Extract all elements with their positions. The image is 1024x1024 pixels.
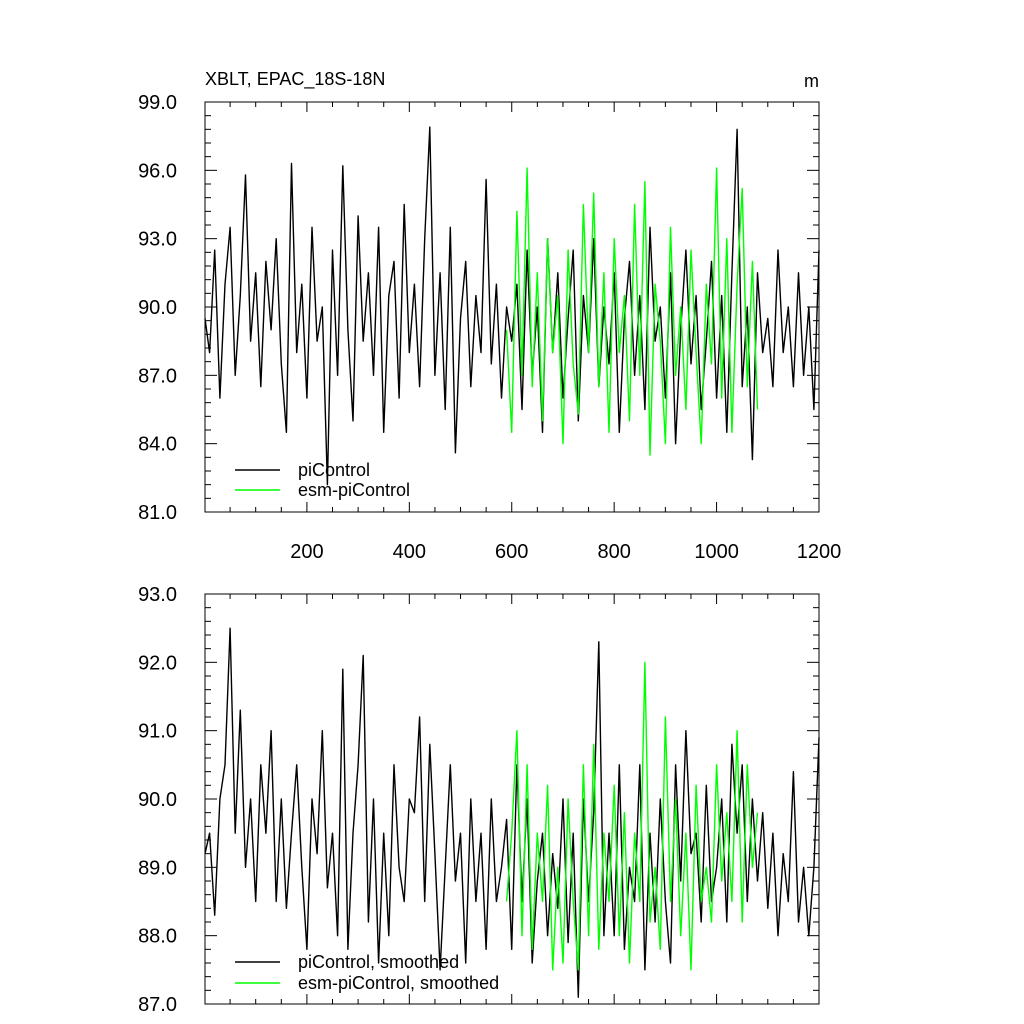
series-line-esm-picontrol — [505, 167, 759, 456]
y-tick-label: 93.0 — [138, 584, 177, 606]
top-panel: XBLT, EPAC_18S-18N m 200 400 600 800 1000 120… — [138, 69, 841, 563]
bottom-panel: 87.0 88.0 89.0 90.0 91.0 92.0 93.0 piControl, … — [138, 584, 820, 1016]
x-tick-label: 600 — [495, 541, 528, 563]
y-tick-label: 89.0 — [138, 857, 177, 879]
top-panel-series — [204, 126, 820, 486]
legend-label-esm-picontrol: esm-piControl — [298, 480, 410, 500]
top-panel-units-label: m — [804, 71, 819, 91]
series-line-picontrol — [204, 126, 820, 486]
x-tick-label: 800 — [597, 541, 630, 563]
y-tick-label: 90.0 — [138, 297, 177, 319]
series-line-picontrol-smoothed — [204, 627, 820, 998]
y-tick-label: 81.0 — [138, 502, 177, 524]
top-panel-title: XBLT, EPAC_18S-18N — [205, 69, 385, 90]
bottom-panel-series — [204, 627, 820, 998]
x-tick-label: 200 — [290, 541, 323, 563]
top-panel-ticks: 200 400 600 800 1000 1200 81.0 84.0 87.0 90.0 93.0… — [138, 92, 841, 563]
x-tick-label: 1000 — [694, 541, 739, 563]
y-tick-label: 87.0 — [138, 365, 177, 387]
y-tick-label: 87.0 — [138, 994, 177, 1016]
y-tick-label: 99.0 — [138, 92, 177, 114]
legend-label-esm-picontrol-smoothed: esm-piControl, smoothed — [298, 973, 499, 993]
series-line-esm-picontrol-smoothed — [505, 661, 759, 971]
x-tick-label: 1200 — [797, 541, 842, 563]
y-tick-label: 92.0 — [138, 652, 177, 674]
y-tick-label: 90.0 — [138, 789, 177, 811]
y-tick-label: 91.0 — [138, 721, 177, 743]
bottom-panel-legend: piControl, smoothed esm-piControl, smoot… — [235, 952, 499, 993]
y-tick-label: 88.0 — [138, 926, 177, 948]
legend-label-picontrol-smoothed: piControl, smoothed — [298, 952, 459, 972]
x-tick-label: 400 — [393, 541, 426, 563]
y-tick-label: 96.0 — [138, 160, 177, 182]
y-tick-label: 84.0 — [138, 434, 177, 456]
y-tick-label: 93.0 — [138, 229, 177, 251]
legend-label-picontrol: piControl — [298, 460, 370, 480]
top-panel-legend: piControl esm-piControl — [235, 460, 410, 500]
bottom-panel-ticks: 87.0 88.0 89.0 90.0 91.0 92.0 93.0 — [138, 584, 820, 1016]
